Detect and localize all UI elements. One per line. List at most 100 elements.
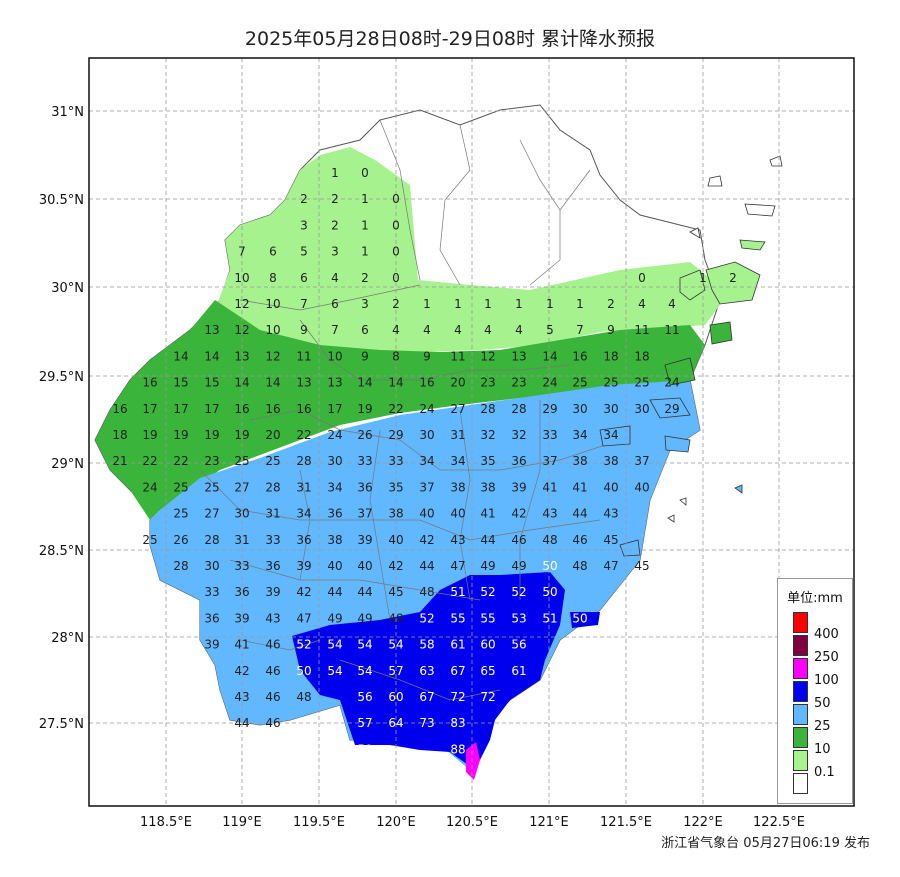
legend-title: 单位:mm: [787, 591, 843, 606]
precip-value: 45: [603, 533, 618, 547]
precip-value: 2: [607, 297, 615, 311]
precip-value: 44: [327, 585, 342, 599]
precip-value: 4: [392, 323, 400, 337]
precip-value: 40: [634, 480, 649, 494]
precip-value: 57: [388, 664, 403, 678]
precip-value: 16: [572, 349, 587, 363]
precip-value: 16: [419, 376, 434, 390]
precip-value: 13: [234, 349, 249, 363]
lon-labels: 118.5°E 119°E 119.5°E 120°E 120.5°E 121°…: [140, 815, 805, 830]
precip-value: 4: [331, 271, 339, 285]
precip-value: 54: [388, 638, 403, 652]
precip-value: 64: [388, 716, 403, 730]
precip-value: 1: [699, 271, 707, 285]
lon-label: 120.5°E: [446, 815, 498, 830]
precip-value: 55: [480, 611, 495, 625]
legend-label: 50: [814, 696, 831, 711]
lon-label: 119.5°E: [293, 815, 345, 830]
precip-value: 10: [234, 271, 249, 285]
precip-value: 47: [450, 559, 465, 573]
lat-label: 31°N: [51, 105, 84, 120]
precip-value: 34: [572, 428, 587, 442]
precip-value: 36: [204, 611, 219, 625]
lon-label: 119°E: [222, 815, 262, 830]
precip-value: 57: [357, 716, 372, 730]
lat-label: 30°N: [51, 281, 84, 296]
precip-value: 27: [234, 480, 249, 494]
precip-value: 8: [392, 349, 400, 363]
precip-value: 22: [388, 402, 403, 416]
precip-value: 41: [480, 507, 495, 521]
precip-value: 25: [265, 454, 280, 468]
precip-value: 34: [419, 454, 434, 468]
lon-label: 121°E: [529, 815, 569, 830]
precip-value: 17: [173, 402, 188, 416]
precip-value: 31: [296, 480, 311, 494]
precip-value: 54: [327, 664, 342, 678]
lon-label: 118.5°E: [140, 815, 192, 830]
precip-value: 52: [296, 638, 311, 652]
lon-label: 122°E: [683, 815, 723, 830]
precip-value: 73: [419, 716, 434, 730]
precip-value: 7: [238, 245, 246, 259]
precip-value: 19: [234, 428, 249, 442]
precip-value: 1: [454, 297, 462, 311]
precip-value: 15: [204, 376, 219, 390]
precip-value: 49: [357, 611, 372, 625]
precip-value: 14: [204, 349, 219, 363]
legend-swatch-400: [793, 612, 808, 633]
precip-value: 34: [450, 454, 465, 468]
precip-value: 35: [388, 480, 403, 494]
precip-value: 41: [572, 480, 587, 494]
precip-value: 42: [296, 585, 311, 599]
precip-value: 42: [388, 559, 403, 573]
legend-label: 400: [814, 627, 839, 642]
precip-value: 38: [480, 480, 495, 494]
precip-band-blue-east: [570, 612, 600, 628]
precip-value: 46: [511, 533, 526, 547]
issuer-footer: 浙江省气象台 05月27日06:19 发布: [661, 836, 870, 851]
precip-value: 1: [515, 297, 523, 311]
precip-value: 30: [634, 402, 649, 416]
precip-value: 46: [265, 716, 280, 730]
grid-lines: [89, 58, 854, 806]
precip-value: 48: [542, 533, 557, 547]
legend-swatch-100: [793, 658, 808, 679]
precip-value: 16: [296, 402, 311, 416]
map-frame: [88, 57, 855, 807]
precip-value: 12: [234, 297, 249, 311]
precip-value: 48: [419, 585, 434, 599]
precip-value: 51: [542, 611, 557, 625]
precip-value: 44: [572, 507, 587, 521]
precip-value: 3: [300, 218, 308, 232]
precip-value: 26: [173, 533, 188, 547]
precip-value: 65: [480, 664, 495, 678]
precip-value: 1: [423, 297, 431, 311]
precip-value: 38: [450, 480, 465, 494]
precip-value: 46: [265, 638, 280, 652]
precip-value: 36: [357, 480, 372, 494]
precip-value: 88: [450, 742, 465, 756]
precip-value: 18: [634, 349, 649, 363]
precip-value: 1: [361, 192, 369, 206]
precip-value: 58: [419, 638, 434, 652]
precip-value: 39: [204, 638, 219, 652]
precip-value: 27: [204, 507, 219, 521]
precip-value: 18: [112, 428, 127, 442]
precip-value: 25: [173, 480, 188, 494]
precip-value: 30: [327, 454, 342, 468]
precip-value: 40: [603, 480, 618, 494]
precip-value: 2: [331, 218, 339, 232]
precip-value: 1: [546, 297, 554, 311]
map-title: 2025年05月28日08时-29日08时 累计降水预报: [244, 28, 656, 50]
precip-value: 4: [484, 323, 492, 337]
precip-value: 7: [300, 297, 308, 311]
precip-value: 54: [357, 638, 372, 652]
precip-value: 43: [234, 690, 249, 704]
precip-value: 33: [388, 454, 403, 468]
precip-value: 36: [296, 533, 311, 547]
precip-value: 14: [542, 349, 557, 363]
precip-value: 42: [419, 533, 434, 547]
precip-value: 33: [204, 585, 219, 599]
precip-value: 50: [542, 559, 557, 573]
